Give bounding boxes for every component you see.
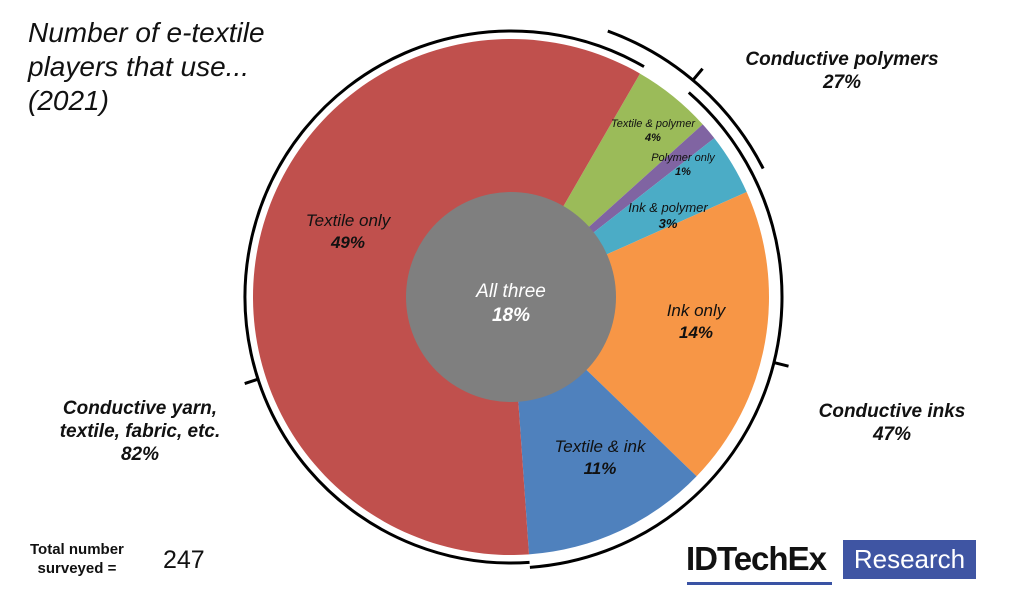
bracket-polymers bbox=[607, 29, 765, 170]
group-brackets bbox=[243, 29, 789, 569]
logo-research-badge: Research bbox=[843, 540, 976, 579]
bracket-tick-polymers bbox=[691, 67, 704, 82]
title-line-3: (2021) bbox=[28, 85, 109, 116]
center-label-all-three: All three 18% bbox=[476, 281, 546, 326]
segment-label-textile-polymer: Textile & polymer 4% bbox=[611, 118, 695, 144]
total-surveyed-value: 247 bbox=[163, 546, 205, 574]
segment-label-textile-only: Textile only 49% bbox=[305, 211, 391, 252]
bracket-inks bbox=[529, 91, 784, 569]
logo-brand-text: IDTechEx bbox=[686, 540, 827, 577]
segment-label-textile-ink: Textile & ink 11% bbox=[554, 437, 646, 478]
bracket-textile bbox=[243, 29, 645, 565]
group-label-polymers: Conductive polymers 27% bbox=[745, 49, 939, 93]
logo-underline bbox=[687, 582, 832, 585]
title-line-1: Number of e-textile bbox=[28, 17, 265, 48]
group-label-textile: Conductive yarn, textile, fabric, etc. 8… bbox=[59, 398, 221, 465]
pie-slice-ink-only bbox=[511, 192, 770, 477]
bracket-tick-textile bbox=[244, 377, 259, 385]
total-surveyed-label: Total number surveyed = bbox=[30, 541, 124, 577]
segment-label-ink-only: Ink only 14% bbox=[666, 301, 726, 342]
center-circle-all-three bbox=[406, 192, 616, 402]
segment-label-ink-polymer: Ink & polymer 3% bbox=[628, 200, 708, 231]
segment-label-polymer-only: Polymer only 1% bbox=[651, 152, 715, 178]
title-line-2: players that use... bbox=[28, 51, 250, 82]
group-label-inks: Conductive inks 47% bbox=[818, 401, 966, 445]
chart-title: Number of e-textile players that use... … bbox=[28, 16, 308, 118]
bracket-tick-inks bbox=[773, 361, 789, 368]
